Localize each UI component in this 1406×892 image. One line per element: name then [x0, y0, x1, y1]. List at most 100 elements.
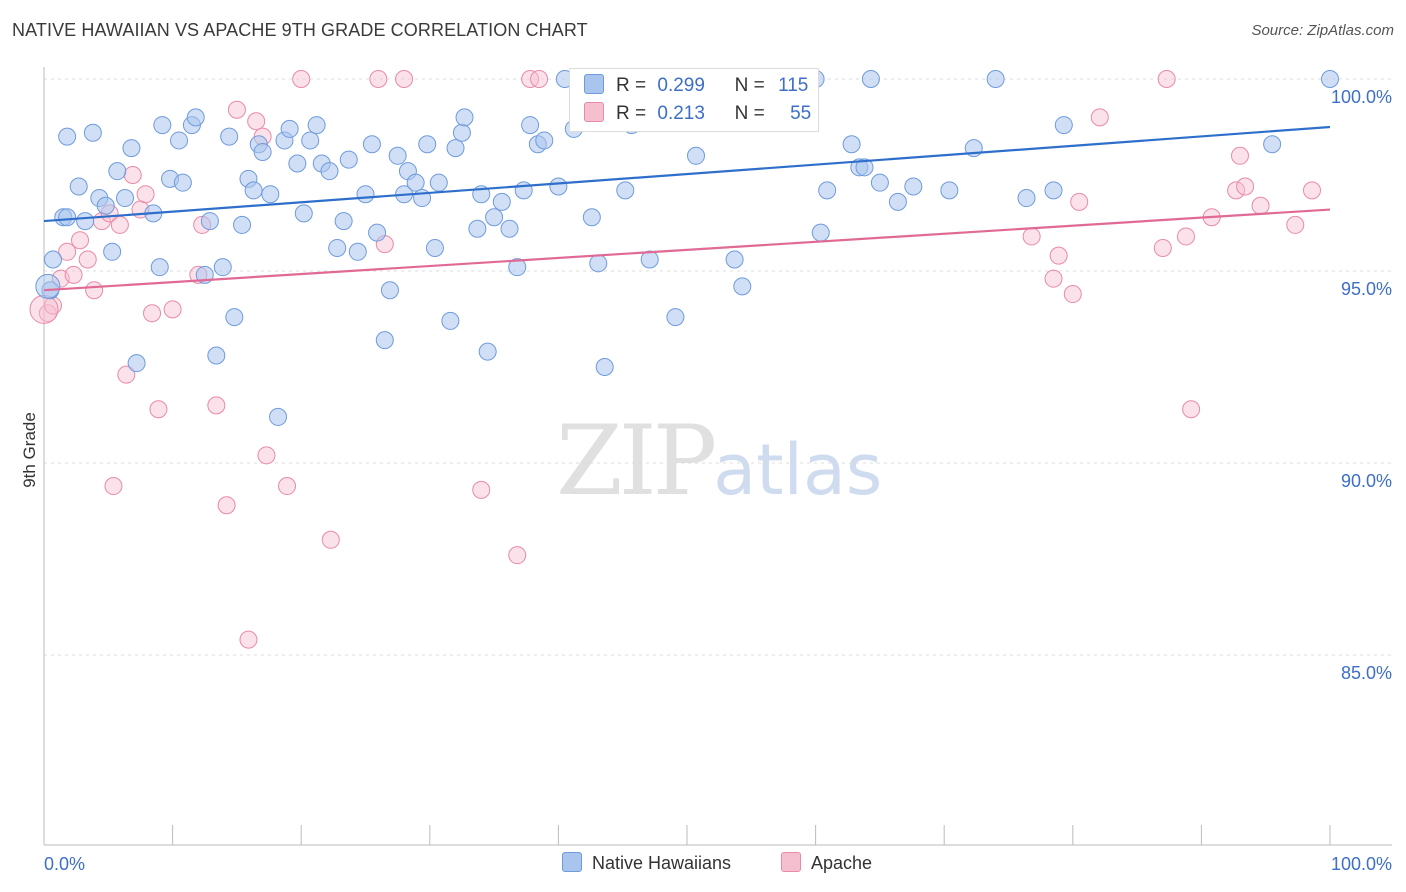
watermark-zip: ZIP — [556, 405, 717, 517]
native-hawaiian-point — [127, 354, 146, 373]
native-hawaiian-point — [425, 238, 444, 257]
apache-point — [247, 112, 266, 131]
apache-trend-line — [43, 208, 1331, 292]
native-hawaiian-point — [280, 119, 299, 138]
native-hawaiians-trend-line — [43, 125, 1331, 223]
native-hawaiian-point — [339, 150, 358, 169]
n-value: 55 — [790, 103, 812, 124]
apache-point — [1182, 400, 1201, 419]
apache-point — [239, 630, 258, 649]
apache-point — [1049, 246, 1068, 265]
native-hawaiian-point — [508, 258, 527, 277]
native-hawaiian-point — [549, 177, 568, 196]
axes — [43, 67, 1392, 846]
native-hawaiian-point — [96, 196, 115, 215]
native-hawaiian-point — [986, 70, 1005, 88]
native-hawaiian-point — [870, 173, 889, 192]
native-hawaiian-point — [406, 173, 425, 192]
native-hawaiian-point — [455, 108, 474, 127]
apache-points — [29, 70, 1321, 649]
y-tick-label: 90.0% — [1341, 471, 1392, 491]
apache-point — [1176, 227, 1195, 246]
chart-title: NATIVE HAWAIIAN VS APACHE 9TH GRADE CORR… — [12, 20, 588, 40]
apache-point — [1022, 227, 1041, 246]
native-hawaiian-point — [485, 208, 504, 227]
tick-labels: 85.0% 90.0% 95.0% 100.0% 0.0% 100.0% 9th Grade — [20, 87, 1392, 874]
apache-point — [1286, 215, 1305, 234]
native-hawaiian-point — [380, 281, 399, 300]
native-hawaiian-point — [170, 131, 189, 150]
stats-row-apache: R = 0.213 N = 55 — [584, 102, 811, 126]
native-hawaiian-point — [375, 331, 394, 350]
native-hawaiian-point — [213, 258, 232, 277]
stats-legend: R = 0.299 N = 115 R = 0.213 N = 55 — [569, 68, 819, 132]
apache-point — [1044, 269, 1063, 288]
apache-point — [1302, 181, 1321, 200]
apache-point — [71, 231, 90, 250]
native-hawaiian-point — [207, 346, 226, 365]
native-hawaiian-point — [200, 212, 219, 231]
native-hawaiian-point — [233, 215, 252, 234]
apache-point — [123, 166, 142, 184]
apache-point — [292, 70, 311, 88]
native-hawaiian-point — [348, 242, 367, 261]
native-hawaiian-point — [842, 135, 861, 154]
native-hawaiian-point — [514, 181, 533, 200]
native-hawaiian-point — [589, 254, 608, 273]
native-hawaiian-point — [153, 116, 172, 135]
native-hawaiian-point — [1263, 135, 1282, 154]
native-hawaiian-point — [521, 116, 540, 135]
r-label: R = — [616, 103, 647, 124]
native-hawaiian-point — [733, 277, 752, 296]
native-hawaiian-point — [441, 311, 460, 330]
native-hawaiian-point — [150, 258, 169, 277]
native-hawaiian-point — [904, 177, 923, 196]
native-hawaiian-point — [582, 208, 601, 227]
native-hawaiian-point — [362, 135, 381, 154]
apache-point — [78, 250, 97, 269]
apache-point — [143, 304, 162, 323]
native-hawaiian-point — [1017, 189, 1036, 208]
apache-point — [369, 70, 388, 88]
native-hawaiian-point — [225, 308, 244, 327]
native-hawaiian-point — [478, 342, 497, 361]
native-hawaiian-point — [940, 181, 959, 200]
native-hawaiian-point — [261, 185, 280, 204]
native-hawaiian-point — [116, 189, 135, 208]
apache-point — [217, 496, 236, 515]
blue-swatch — [584, 74, 604, 94]
native-hawaiian-point — [356, 185, 375, 204]
apache-point — [1230, 146, 1249, 165]
native-hawaiian-point — [301, 131, 320, 150]
native-hawaiian-point — [244, 181, 263, 200]
apache-point — [1157, 70, 1176, 88]
y-tick-label: 85.0% — [1341, 663, 1392, 683]
apache-point — [136, 185, 155, 204]
native-hawaiian-point — [595, 358, 614, 376]
native-hawaiian-point — [103, 242, 122, 261]
native-hawaiian-point — [1044, 181, 1063, 200]
native-hawaiian-point — [288, 154, 307, 173]
native-hawaiian-point — [69, 177, 88, 196]
native-hawaiian-point — [76, 212, 95, 231]
grid-lines — [44, 78, 1392, 656]
native-hawaiian-point — [725, 250, 744, 269]
apache-point — [1070, 192, 1089, 211]
native-hawaiian-point — [368, 223, 387, 242]
native-hawaiian-point — [418, 135, 437, 154]
r-value: 0.213 — [657, 103, 705, 124]
native-hawaiian-point — [108, 162, 127, 181]
native-hawaiian-point — [429, 173, 448, 192]
native-hawaiian-point — [334, 212, 353, 231]
n-label: N = — [734, 103, 765, 124]
native-hawaiian-point — [122, 139, 141, 158]
source-label: Source: ZipAtlas.com — [1251, 22, 1394, 39]
legend-native-hawaiians: Native Hawaiians — [562, 852, 731, 874]
native-hawaiian-point — [452, 123, 471, 142]
apache-point — [521, 70, 540, 88]
native-hawaiian-point — [328, 238, 347, 257]
apache-point — [104, 477, 123, 496]
native-hawaiian-point — [687, 146, 706, 165]
native-hawaiian-point — [861, 70, 880, 88]
native-hawaiian-point — [388, 146, 407, 165]
